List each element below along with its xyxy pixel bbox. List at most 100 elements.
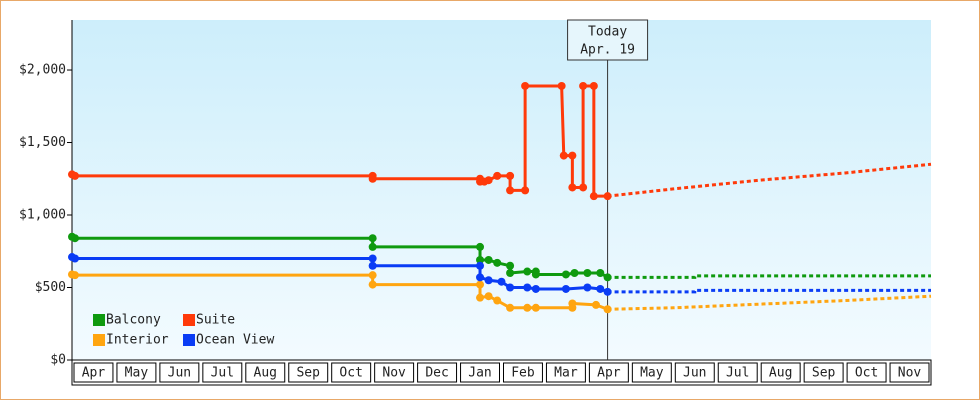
x-tick-label: Sep (812, 366, 836, 381)
legend-swatch (93, 314, 105, 326)
point (368, 242, 377, 251)
forecast-line (607, 288, 931, 294)
x-tick-box (803, 362, 844, 383)
point (568, 151, 577, 160)
point (561, 270, 570, 279)
point (506, 261, 515, 270)
x-tick-label: Oct (339, 366, 362, 381)
point (561, 284, 570, 293)
point (603, 192, 612, 201)
point (583, 283, 592, 292)
point (570, 269, 579, 278)
x-tick-box (503, 362, 543, 383)
point (523, 303, 532, 312)
point (506, 269, 515, 278)
legend-label: Ocean View (196, 333, 274, 348)
point (591, 300, 600, 309)
layer: $0 $500 $1,000 $1,500 $2,000 Apr May Jun Jul Aug S… (19, 19, 932, 386)
x-tick-label: Dec (425, 366, 448, 381)
point (589, 192, 598, 201)
point (596, 269, 605, 278)
point (521, 186, 530, 195)
x-tick-box (717, 362, 758, 383)
x-tick-box (460, 362, 500, 383)
legend-swatch (183, 314, 195, 326)
x-tick-box (760, 362, 801, 383)
forecast-line (607, 162, 932, 198)
point (368, 271, 377, 280)
legend-label: Interior (106, 333, 169, 348)
x-tick-label: Mar (554, 366, 578, 381)
x-tick-label: May (125, 366, 149, 381)
point (568, 183, 577, 192)
point (493, 296, 502, 305)
point (484, 276, 493, 285)
x-tick-label: Sep (296, 366, 320, 381)
x-tick-box (889, 362, 930, 383)
point (484, 255, 493, 264)
point (583, 269, 592, 278)
x-tick-box (288, 362, 329, 383)
x-tick-label: Apr (82, 366, 106, 381)
x-tick-label: Oct (855, 366, 878, 381)
legend-label: Balcony (106, 313, 161, 328)
x-tick-label: Apr (597, 366, 621, 381)
point (476, 280, 485, 289)
x-tick-label: May (640, 366, 664, 381)
point (476, 261, 485, 270)
x-tick-box (674, 362, 715, 383)
x-tick-label: Nov (382, 366, 406, 381)
point (71, 254, 80, 263)
point (579, 81, 588, 90)
legend-swatch (183, 334, 195, 346)
point (603, 305, 612, 314)
x-axis-band (71, 359, 932, 386)
point (523, 267, 532, 276)
x-tick-box (116, 362, 157, 383)
x-tick-box (159, 362, 200, 383)
x-tick-label: Jun (168, 366, 191, 381)
point (476, 242, 485, 251)
point (71, 171, 80, 180)
point (506, 186, 515, 195)
x-tick-box (331, 362, 372, 383)
x-tick-box (631, 362, 672, 383)
point (603, 273, 612, 282)
point (521, 81, 530, 90)
forecast-line (607, 294, 932, 311)
plot-area (72, 20, 931, 360)
point (493, 258, 502, 267)
x-tick-label: Jul (726, 366, 749, 381)
x-tick-label: Aug (769, 366, 792, 381)
x-tick-label: Jul (211, 366, 234, 381)
x-tick-box (73, 362, 114, 383)
x-tick-label: Jun (683, 366, 706, 381)
x-tick-box (545, 362, 586, 383)
y-tick-label: $1,000 (19, 208, 66, 223)
x-tick-box (202, 362, 243, 383)
y-tick-label: $500 (35, 280, 66, 295)
series-line (71, 84, 608, 198)
point (531, 284, 540, 293)
point (506, 303, 515, 312)
point (476, 273, 485, 282)
point (589, 81, 598, 90)
today-title: Today (588, 25, 627, 40)
point (71, 271, 80, 280)
x-tick-box (588, 362, 629, 383)
point (531, 270, 540, 279)
point (603, 287, 612, 296)
x-tick-label: Nov (898, 366, 922, 381)
point (557, 81, 566, 90)
point (484, 176, 493, 185)
point (368, 234, 377, 243)
point (531, 303, 540, 312)
point (559, 151, 568, 160)
point (506, 283, 515, 292)
point (476, 293, 485, 302)
legend-label: Suite (196, 313, 235, 328)
point (476, 255, 485, 264)
point (71, 234, 80, 243)
point (493, 171, 502, 180)
